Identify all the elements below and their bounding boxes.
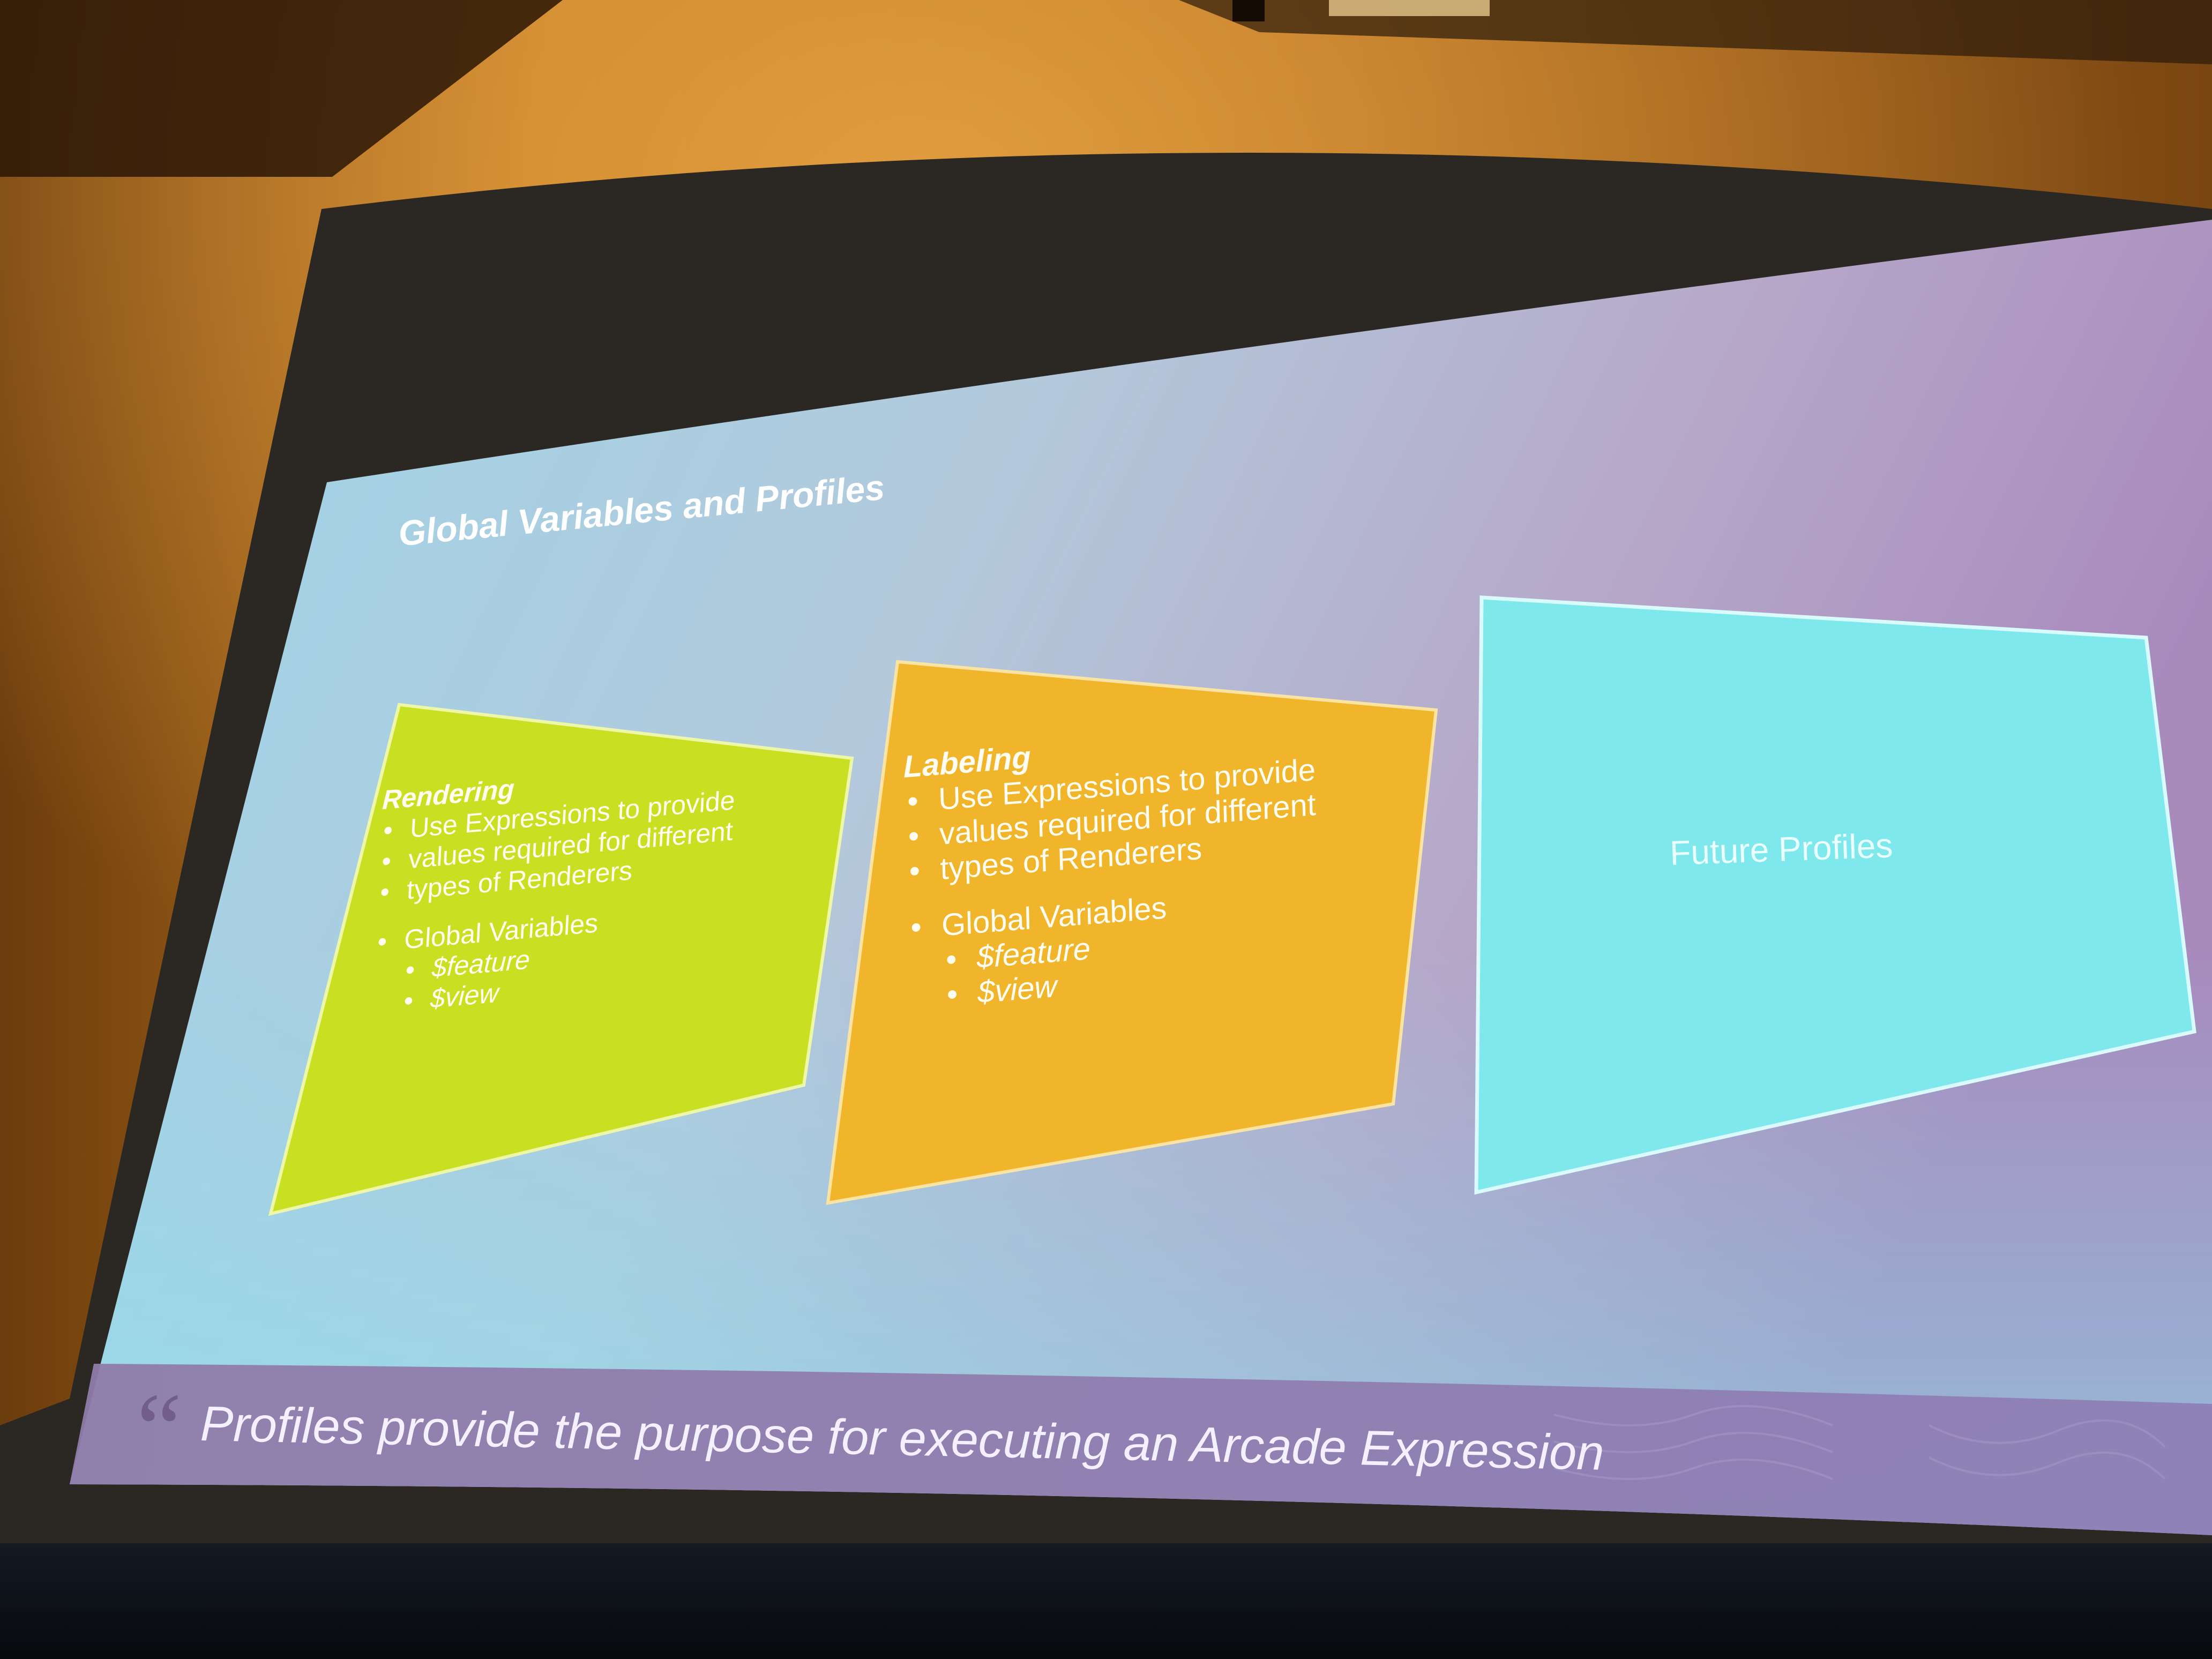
future-profiles-box <box>1474 595 2196 1195</box>
future-profiles-label: Future Profiles <box>1669 826 1894 872</box>
rendering-content: Rendering Use Expressions to provide val… <box>371 754 737 1020</box>
labeling-content: Labeling Use Expressions to provide valu… <box>903 718 1321 1016</box>
rendering-bullets: Use Expressions to provide values requir… <box>371 785 736 1020</box>
labeling-bullets: Use Expressions to provide values requir… <box>904 752 1321 1016</box>
quote-icon: “ <box>137 1373 182 1485</box>
